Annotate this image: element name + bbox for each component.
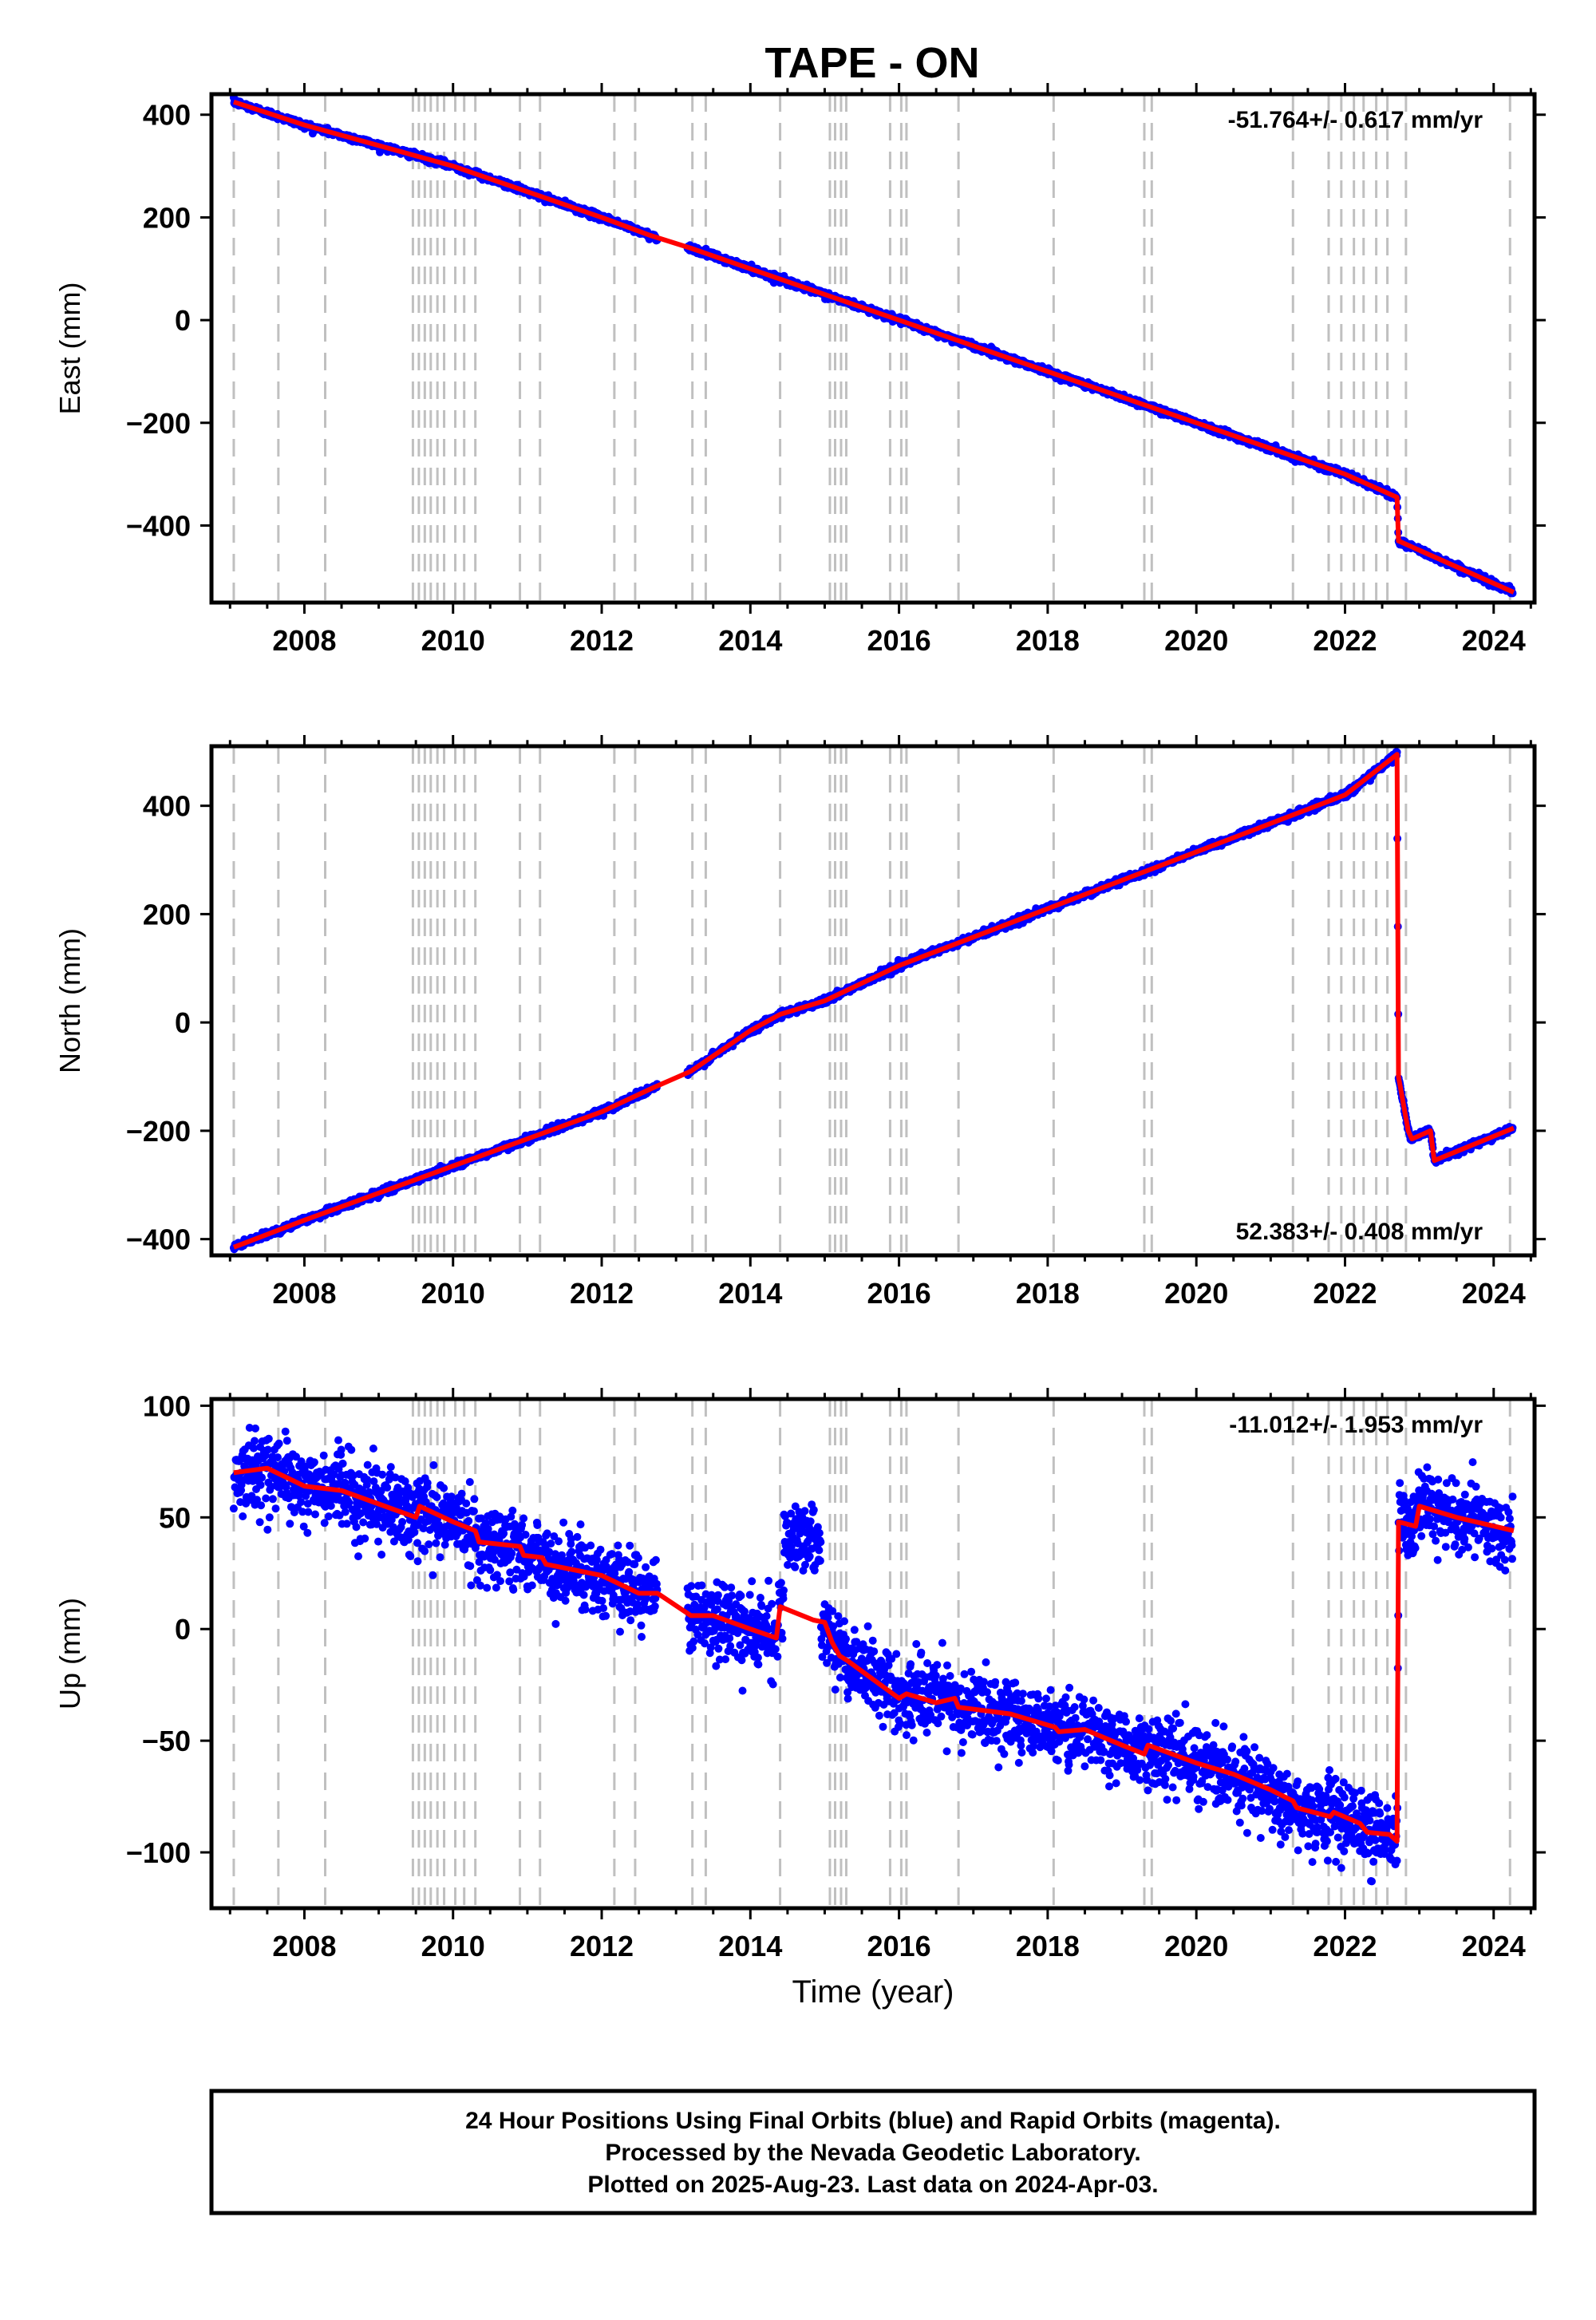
data-points xyxy=(230,93,1517,597)
x-tick-label: 2008 xyxy=(272,624,336,657)
x-tick-label: 2020 xyxy=(1164,624,1228,657)
y-tick-label: −200 xyxy=(126,407,191,440)
x-tick-label: 2024 xyxy=(1462,624,1526,657)
x-tick-label: 2018 xyxy=(1016,624,1080,657)
y-tick-label: 200 xyxy=(143,201,191,234)
x-tick-label: 2014 xyxy=(718,624,782,657)
model-line xyxy=(234,102,1514,592)
velocity-annotation: -51.764+/- 0.617 mm/yr xyxy=(1228,107,1483,133)
y-tick-label: 400 xyxy=(143,99,191,132)
plot-frame xyxy=(211,94,1535,603)
east-panel: 2008 2010 2012 2014 2016 2018 2020 2022 2024 400 2… xyxy=(53,83,1546,657)
x-tick-label: 2022 xyxy=(1313,624,1377,657)
event-lines xyxy=(234,94,1510,603)
x-tick-label: 2016 xyxy=(867,624,931,657)
x-tick-label: 2012 xyxy=(570,624,634,657)
x-tick-label: 2010 xyxy=(421,624,485,657)
chart-title: TAPE - ON xyxy=(765,39,980,87)
y-tick-label: −400 xyxy=(126,509,191,542)
y-tick-label: 0 xyxy=(175,304,191,337)
y-axis-label: East (mm) xyxy=(53,283,86,415)
